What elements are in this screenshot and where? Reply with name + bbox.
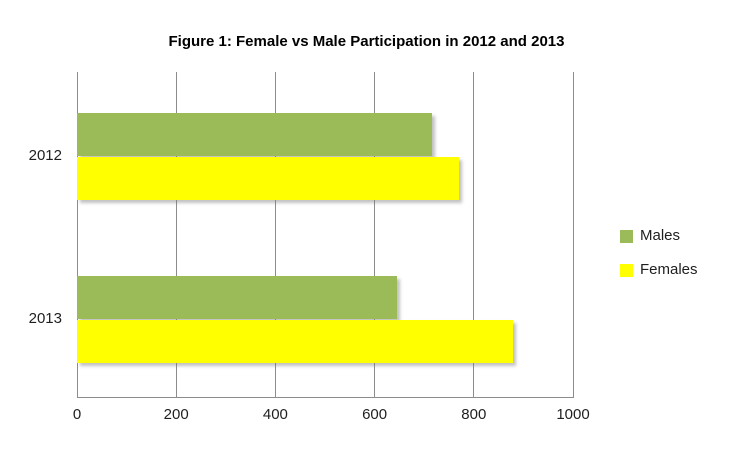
x-axis-line xyxy=(77,397,573,398)
chart-title: Figure 1: Female vs Male Participation i… xyxy=(168,33,565,50)
gridline-0 xyxy=(76,72,78,398)
legend-swatch-icon xyxy=(620,229,633,243)
bar-females-2013 xyxy=(77,320,514,363)
gridline-800 xyxy=(473,72,475,398)
legend-entry-males: Males xyxy=(620,226,680,246)
plot-area xyxy=(76,72,574,398)
bar-females-2012 xyxy=(77,157,459,200)
y-category-label-2013: 2013 xyxy=(28,310,62,327)
gridline-600 xyxy=(374,72,376,398)
legend-swatch-icon xyxy=(620,263,633,277)
y-category-label-2012: 2012 xyxy=(28,147,62,164)
x-tick-label-800: 800 xyxy=(461,406,487,423)
bar-males-2013 xyxy=(77,276,397,319)
bar-males-2012 xyxy=(77,113,432,156)
legend-label: Males xyxy=(640,227,681,244)
x-tick-label-200: 200 xyxy=(163,406,189,423)
gridline-200 xyxy=(175,72,177,398)
gridline-1000 xyxy=(572,72,574,398)
gridline-400 xyxy=(274,72,276,398)
x-tick-label-400: 400 xyxy=(262,406,288,423)
legend-label: Females xyxy=(640,261,698,278)
legend-entry-females: Females xyxy=(620,260,698,280)
x-tick-label-0: 0 xyxy=(72,406,82,423)
x-tick-label-1000: 1000 xyxy=(556,406,590,423)
x-tick-label-600: 600 xyxy=(362,406,388,423)
